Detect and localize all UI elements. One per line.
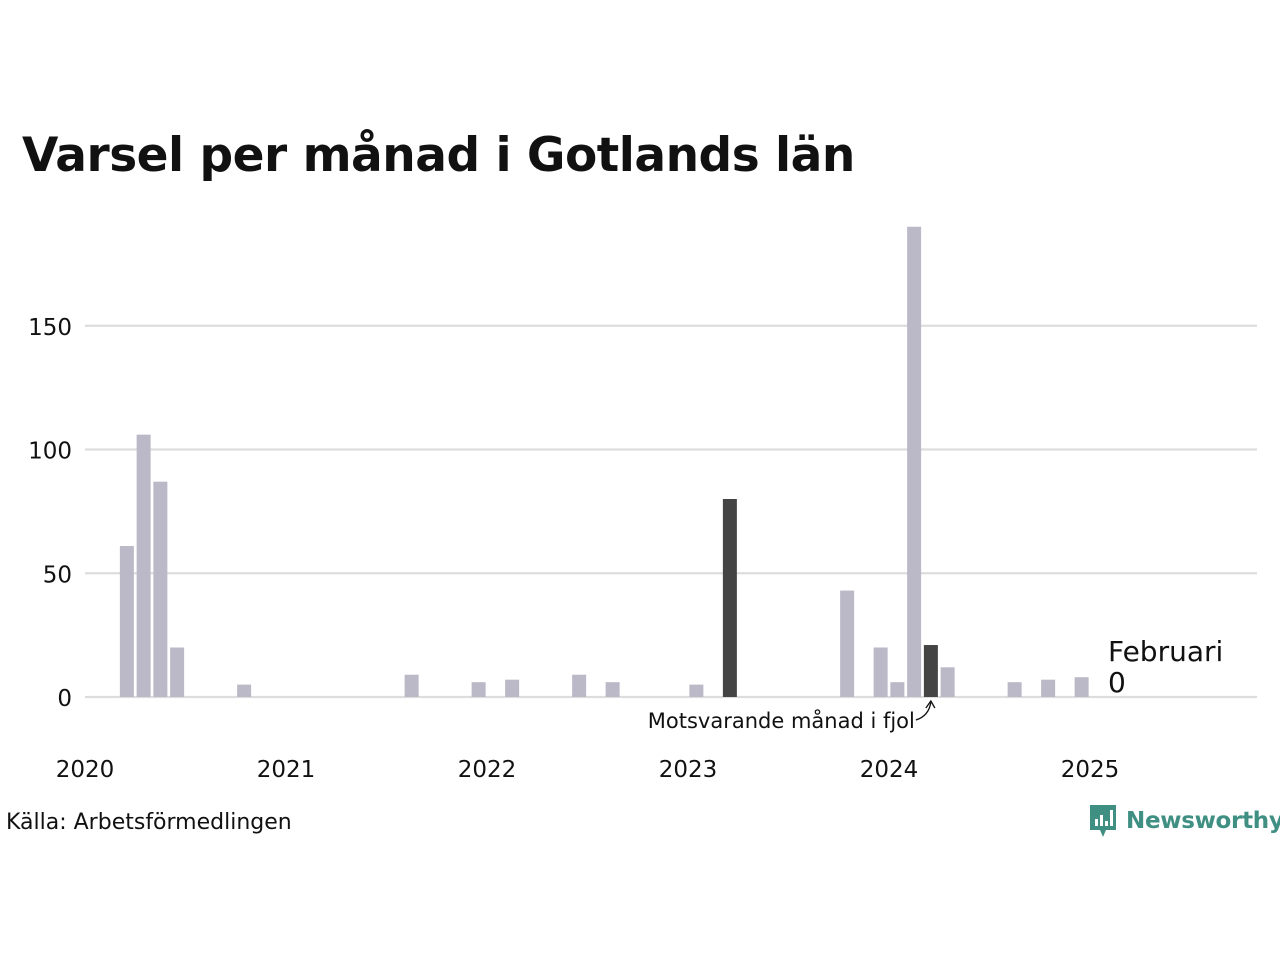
previous-year-annotation: Motsvarande månad i fjol <box>648 708 915 733</box>
bars <box>119 226 1089 697</box>
bar <box>689 684 704 697</box>
chart-title: Varsel per månad i Gotlands län <box>22 128 855 183</box>
y-tick-label: 50 <box>43 562 72 588</box>
brand-logo: Newsworthy <box>1088 802 1280 840</box>
bar <box>505 679 520 697</box>
source-note: Källa: Arbetsförmedlingen <box>6 810 292 835</box>
bar <box>471 682 486 697</box>
bar <box>119 546 134 697</box>
bar <box>940 667 955 697</box>
annotations: Motsvarande månad i fjol Februari 0 <box>648 635 1224 733</box>
x-tick-label: 2021 <box>257 757 316 783</box>
y-tick-label: 150 <box>28 315 72 341</box>
x-tick-label: 2023 <box>659 757 718 783</box>
brand-name: Newsworthy <box>1126 808 1280 834</box>
gridlines <box>85 324 1257 699</box>
current-value-label: 0 <box>1108 666 1126 699</box>
bar <box>136 434 151 697</box>
x-tick-label: 2022 <box>458 757 517 783</box>
y-tick-label: 100 <box>28 439 72 465</box>
bar <box>237 684 252 697</box>
bar <box>1074 677 1089 697</box>
bar <box>873 647 888 697</box>
bar <box>572 674 587 697</box>
bar <box>890 682 905 697</box>
bar <box>605 682 620 697</box>
y-tick-label: 0 <box>57 686 72 712</box>
bar-highlight <box>923 645 938 697</box>
bar <box>840 590 855 697</box>
bar <box>170 647 185 697</box>
bar <box>1041 679 1056 697</box>
previous-year-arrow <box>915 701 932 721</box>
bar <box>153 481 168 697</box>
bar <box>907 226 922 697</box>
y-axis-ticks: 0 50 100 150 <box>28 315 72 712</box>
bar <box>404 674 419 697</box>
newsworthy-logo-icon <box>1090 805 1116 837</box>
x-axis-ticks: 2020 2021 2022 2023 2024 2025 <box>56 757 1120 783</box>
x-tick-label: 2024 <box>860 757 919 783</box>
current-month-label: Februari <box>1108 635 1223 668</box>
x-tick-label: 2020 <box>56 757 115 783</box>
bar-highlight <box>722 499 737 697</box>
previous-year-arrowhead <box>925 699 936 709</box>
bar <box>1007 682 1022 697</box>
x-tick-label: 2025 <box>1061 757 1120 783</box>
